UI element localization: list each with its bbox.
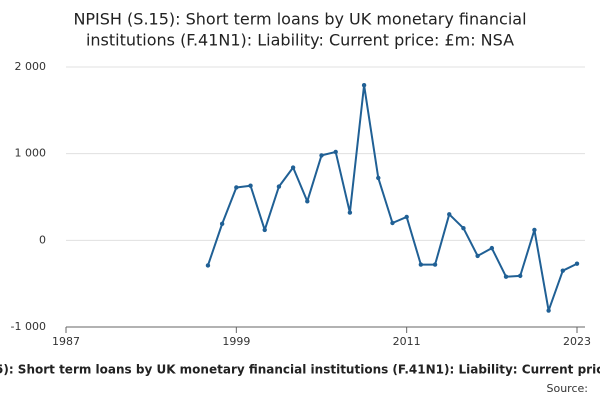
point bbox=[560, 268, 566, 273]
chart-title: NPISH (S.15): Short term loans by UK mon… bbox=[73, 10, 526, 29]
point bbox=[447, 212, 452, 217]
point bbox=[518, 273, 523, 279]
point bbox=[503, 274, 509, 279]
point bbox=[234, 185, 239, 190]
point bbox=[376, 175, 381, 181]
point bbox=[361, 83, 367, 88]
y-tick-label: 2 000 bbox=[15, 60, 47, 73]
point bbox=[546, 308, 551, 313]
point bbox=[290, 165, 296, 170]
y-tick-label: -1 000 bbox=[11, 320, 46, 333]
point bbox=[418, 262, 424, 267]
chart-title: institutions (F.41N1): Liability: Curren… bbox=[86, 31, 514, 50]
point bbox=[475, 253, 480, 259]
point bbox=[532, 227, 537, 233]
x-axis-label: NPISH (S.15): Short term loans by UK mon… bbox=[0, 363, 600, 377]
x-tick-label: 1999 bbox=[222, 335, 250, 348]
point bbox=[305, 199, 310, 204]
point bbox=[219, 221, 225, 227]
point bbox=[489, 245, 495, 251]
y-tick-label: 0 bbox=[39, 233, 46, 246]
point bbox=[461, 226, 466, 231]
point bbox=[262, 227, 267, 233]
point bbox=[574, 261, 580, 266]
x-tick-label: 1987 bbox=[52, 335, 80, 348]
x-tick-label: 2023 bbox=[563, 335, 591, 348]
y-tick-label: 1 000 bbox=[15, 147, 47, 160]
point bbox=[390, 220, 395, 226]
point bbox=[404, 214, 409, 220]
point bbox=[205, 263, 211, 268]
source: Source: bbox=[547, 382, 589, 395]
point bbox=[432, 262, 438, 267]
point bbox=[276, 184, 282, 189]
x-tick-label: 2011 bbox=[393, 335, 421, 348]
point bbox=[248, 183, 253, 188]
point bbox=[333, 149, 338, 155]
point bbox=[347, 210, 353, 215]
point bbox=[319, 153, 324, 158]
